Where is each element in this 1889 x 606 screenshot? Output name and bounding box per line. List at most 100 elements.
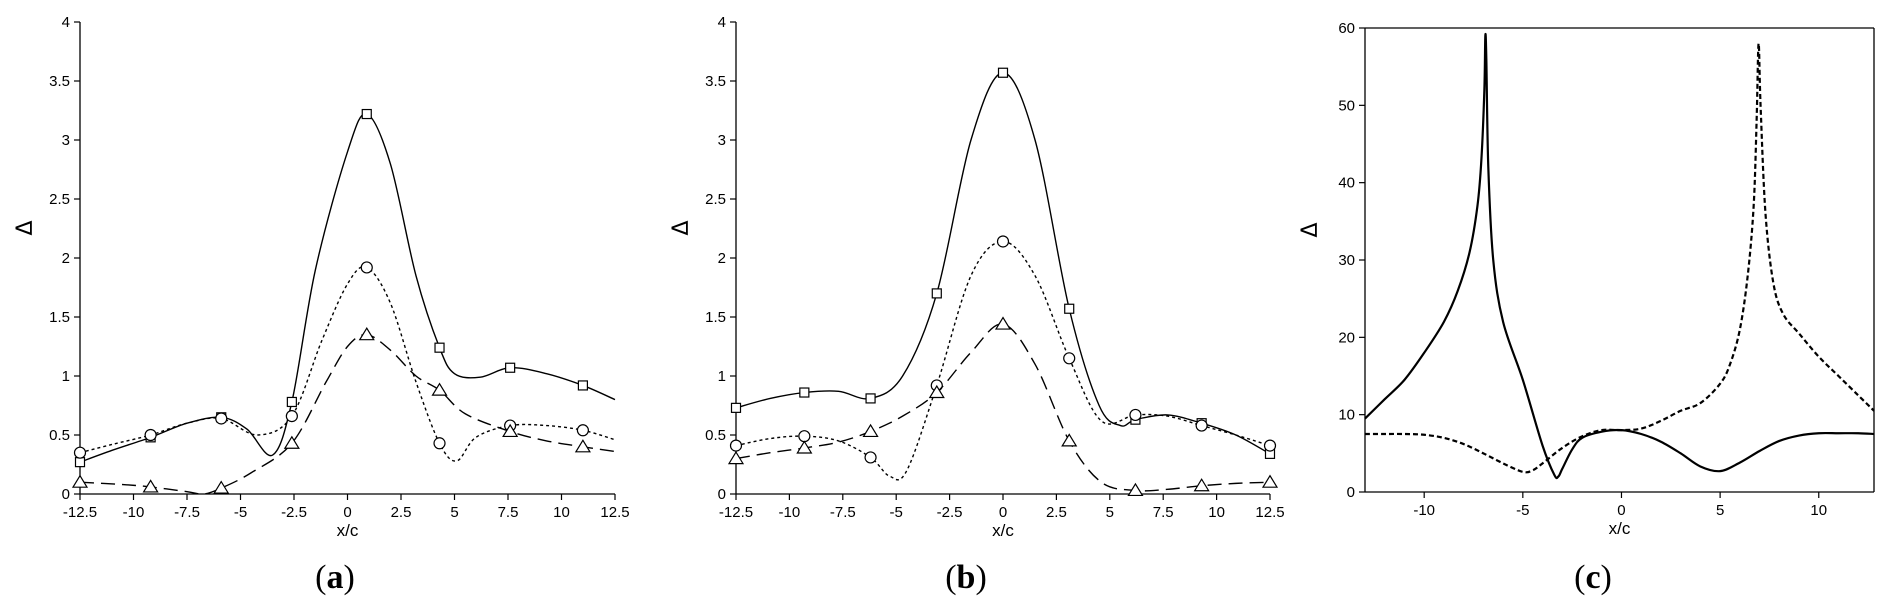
- x-tick-label: -10: [1413, 502, 1435, 519]
- x-tick-label: 5: [450, 504, 458, 521]
- circle-marker: [1263, 439, 1277, 452]
- series-line-1: [79, 113, 616, 463]
- panel-label-b: (b): [945, 559, 987, 596]
- triangle-marker: [1193, 478, 1210, 492]
- x-tick-label: -7.5: [830, 504, 856, 521]
- circle-marker: [73, 446, 87, 459]
- square-marker: [577, 380, 589, 391]
- y-tick-label: 0: [718, 486, 726, 503]
- circle-marker: [1195, 419, 1208, 432]
- panel-label-c: (c): [1574, 559, 1612, 596]
- x-tick-label: 0: [343, 504, 351, 521]
- circle-marker: [729, 439, 743, 452]
- x-axis-label: x/c: [337, 521, 359, 540]
- x-tick-label: -5: [1516, 502, 1529, 519]
- y-tick-label: 0: [1347, 484, 1355, 501]
- y-tick-label: 1: [62, 368, 70, 385]
- series-line-2: [1365, 42, 1875, 474]
- circle-marker: [433, 437, 446, 450]
- triangle-marker: [213, 480, 230, 494]
- triangle-marker: [994, 316, 1012, 330]
- square-marker: [865, 393, 876, 404]
- y-tick-label: 50: [1338, 97, 1355, 114]
- x-axis-label: x/c: [992, 521, 1014, 540]
- triangle-marker: [358, 327, 375, 341]
- chart-panel-a: -12.5 -10 -7.5 -5 -2.5 0 2.5 5 7.5 10 12.5 0 0.5 1 1.5…: [13, 14, 630, 540]
- y-axis-label: Δ: [1298, 222, 1323, 237]
- triangle-marker: [431, 382, 448, 396]
- y-tick-label: 3: [718, 132, 726, 149]
- series-line-3: [735, 323, 1271, 492]
- circle-marker: [1129, 408, 1142, 422]
- y-tick-label: 60: [1338, 20, 1355, 37]
- y-tick-label: 2.5: [705, 191, 726, 208]
- square-marker: [505, 362, 516, 373]
- circle-marker: [798, 430, 811, 443]
- x-tick-label: 0: [1617, 502, 1625, 519]
- y-tick-label: 0.5: [49, 427, 70, 444]
- x-tick-label: 12.5: [600, 504, 629, 521]
- x-tick-label: -2.5: [281, 504, 307, 521]
- triangle-marker: [727, 450, 745, 465]
- y-tick-label: 30: [1338, 252, 1355, 269]
- series-line-1: [735, 72, 1271, 455]
- x-tick-label: 7.5: [498, 504, 519, 521]
- triangle-marker: [928, 384, 945, 399]
- panel-label-a: (a): [315, 559, 355, 596]
- y-tick-label: 20: [1338, 329, 1355, 346]
- x-tick-label: 5: [1106, 504, 1114, 521]
- x-tick-label: 10: [553, 504, 570, 521]
- x-tick-label: -10: [123, 504, 145, 521]
- circle-marker: [360, 261, 373, 274]
- square-marker: [286, 396, 297, 408]
- x-tick-label: -7.5: [174, 504, 200, 521]
- y-tick-label: 2: [62, 250, 70, 267]
- triangle-marker: [1261, 474, 1279, 488]
- square-marker: [74, 457, 86, 468]
- x-tick-label: 12.5: [1255, 504, 1284, 521]
- y-tick-label: 4: [718, 14, 726, 31]
- y-tick-label: 1.5: [705, 309, 726, 326]
- triangle-marker: [283, 435, 300, 449]
- y-tick-label: 10: [1338, 407, 1355, 424]
- y-tick-label: 3.5: [49, 73, 70, 90]
- chart-panel-b: -12.5 -10 -7.5 -5 -2.5 0 2.5 5 7.5 10 12.5 0 0.5 1 1.5…: [669, 14, 1285, 540]
- x-tick-label: -2.5: [937, 504, 963, 521]
- triangle-marker: [862, 423, 879, 438]
- x-tick-label: 5: [1716, 502, 1724, 519]
- y-tick-label: 3.5: [705, 73, 726, 90]
- circle-marker: [996, 235, 1010, 248]
- y-tick-label: 2.5: [49, 191, 70, 208]
- x-tick-label: -5: [234, 504, 247, 521]
- x-axis-label: x/c: [1609, 519, 1631, 538]
- square-marker: [730, 402, 742, 413]
- y-axis-label: Δ: [13, 220, 38, 235]
- x-tick-label: 10: [1208, 504, 1225, 521]
- x-tick-label: 2.5: [1046, 504, 1067, 521]
- circle-marker: [215, 412, 228, 425]
- triangle-marker: [796, 440, 813, 454]
- circle-marker: [1063, 352, 1076, 365]
- y-tick-label: 40: [1338, 175, 1355, 192]
- x-tick-label: -10: [779, 504, 801, 521]
- x-tick-label: 7.5: [1153, 504, 1174, 521]
- square-marker: [1064, 303, 1075, 314]
- y-tick-label: 0: [62, 486, 70, 503]
- square-marker: [997, 67, 1009, 78]
- x-tick-label: -12.5: [719, 504, 753, 521]
- triangle-marker: [142, 479, 159, 493]
- circle-marker: [144, 428, 157, 442]
- triangle-marker: [1127, 482, 1144, 497]
- triangle-marker: [71, 474, 89, 488]
- y-tick-label: 2: [718, 250, 726, 267]
- y-axis-label: Δ: [669, 220, 694, 235]
- series-line-2: [79, 266, 616, 462]
- y-tick-label: 0.5: [705, 427, 726, 444]
- x-tick-label: 2.5: [391, 504, 412, 521]
- x-tick-label: -12.5: [63, 504, 97, 521]
- series-line-2: [735, 240, 1271, 481]
- y-tick-label: 3: [62, 132, 70, 149]
- square-marker: [931, 288, 942, 299]
- square-marker: [434, 342, 445, 353]
